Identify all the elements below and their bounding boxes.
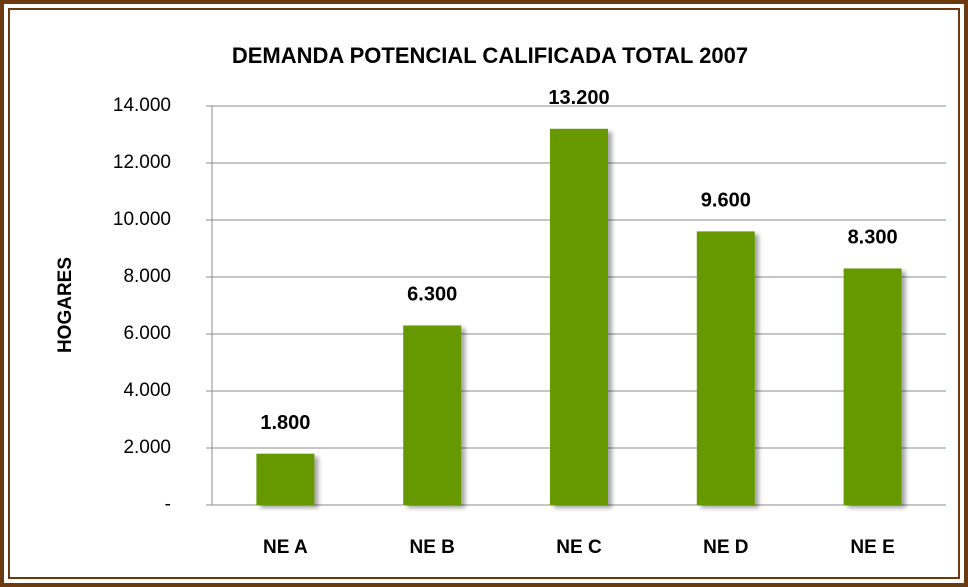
data-label: 6.300 (407, 284, 457, 306)
y-tick-label: 10.000 (113, 209, 171, 230)
x-tick-label: NE D (703, 537, 748, 558)
x-tick-label: NE E (850, 537, 894, 558)
inner-frame (8, 8, 960, 579)
chart-title: DEMANDA POTENCIAL CALIFICADA TOTAL 2007 (232, 43, 748, 68)
data-label: 9.600 (701, 190, 751, 212)
bar (403, 325, 462, 505)
data-label: 8.300 (848, 227, 898, 249)
bar (843, 268, 902, 505)
y-tick-label: 2.000 (123, 437, 171, 458)
y-axis-label: HOGARES (55, 257, 76, 353)
bar (696, 231, 755, 505)
bar (256, 453, 315, 505)
y-tick-label: 14.000 (113, 95, 171, 116)
y-tick-label: - (165, 494, 171, 515)
data-label: 13.200 (548, 87, 609, 109)
y-tick-label: 6.000 (123, 323, 171, 344)
x-tick-label: NE B (409, 537, 454, 558)
y-tick-label: 8.000 (123, 266, 171, 287)
x-tick-label: NE C (556, 537, 602, 558)
bar (550, 128, 608, 506)
y-tick-label: 12.000 (113, 152, 171, 173)
y-tick-label: 4.000 (123, 380, 171, 401)
x-tick-label: NE A (263, 537, 308, 558)
data-label: 1.800 (260, 412, 310, 434)
